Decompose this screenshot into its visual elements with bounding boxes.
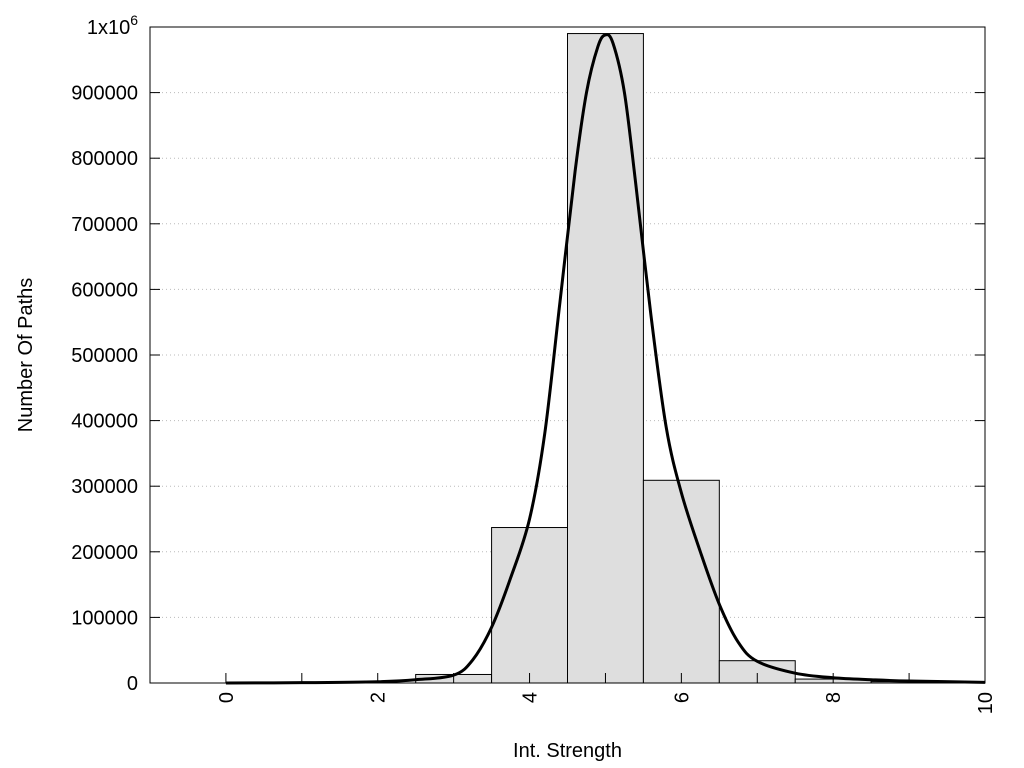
fit-curve — [225, 33, 986, 685]
y-tick-label: 1x106 — [87, 12, 138, 39]
y-tick-label: 700000 — [71, 214, 138, 236]
x-axis-ticks: 0 2 4 6 8 10 — [216, 673, 997, 714]
y-tick-label: 600000 — [71, 279, 138, 301]
bar — [642, 479, 720, 684]
y-tick-label: 100000 — [71, 607, 138, 629]
y-tick-label: 0 — [127, 673, 138, 695]
y-tick-label: 500000 — [71, 345, 138, 367]
y-tick-label: 200000 — [71, 542, 138, 564]
bar — [567, 33, 644, 684]
bar — [491, 527, 568, 684]
x-axis-label: Int. Strength — [513, 740, 622, 762]
y-axis-label: Number Of Paths — [15, 278, 37, 433]
y-tick-label: 400000 — [71, 411, 138, 433]
x-tick-label: 0 — [216, 692, 238, 703]
x-tick-label: 8 — [823, 692, 845, 703]
x-tick-label: 10 — [975, 692, 997, 714]
x-tick-label: 6 — [671, 692, 693, 703]
y-tick-exponent: 6 — [130, 12, 138, 28]
y-tick-label: 900000 — [71, 83, 138, 105]
x-tick-label: 2 — [368, 692, 390, 703]
y-tick-label: 300000 — [71, 476, 138, 498]
histogram-bars — [415, 33, 948, 684]
y-tick-label: 800000 — [71, 148, 138, 170]
y-axis-ticks: 0 100000 200000 300000 400000 500000 600000 700… — [71, 12, 985, 695]
x-tick-label: 4 — [520, 692, 542, 703]
